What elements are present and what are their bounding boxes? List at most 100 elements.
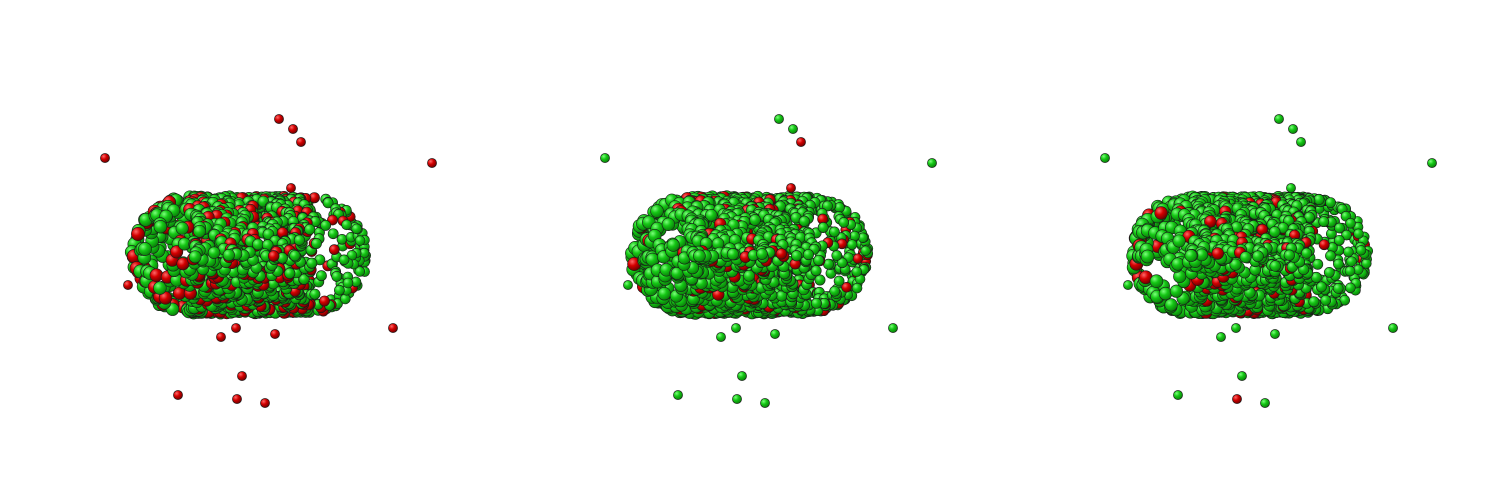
outlier-red-particle [1232, 394, 1242, 404]
green-particle [798, 215, 810, 227]
green-particle [175, 221, 189, 235]
panel-right [1000, 0, 1500, 500]
red-particle [852, 253, 864, 264]
outlier-red-particle [237, 371, 247, 381]
green-particle [334, 284, 345, 296]
green-particle [1140, 249, 1155, 264]
green-particle [705, 209, 718, 222]
outlier-red-particle [427, 158, 437, 168]
outlier-green-particle [731, 323, 741, 333]
outlier-green-particle [1237, 371, 1247, 381]
green-particle [304, 223, 316, 235]
green-particle [341, 219, 352, 231]
red-particle [170, 245, 184, 259]
red-particle [1318, 239, 1330, 251]
outlier-green-particle [600, 153, 610, 163]
green-particle [322, 197, 334, 209]
green-particle [293, 234, 305, 246]
green-particle [851, 266, 862, 277]
outlier-green-particle [888, 323, 898, 333]
outlier-green-particle [1216, 332, 1226, 342]
green-particle [1312, 258, 1324, 270]
outlier-green-particle [1274, 114, 1284, 124]
outlier-red-particle [232, 394, 242, 404]
outlier-green-particle [1100, 153, 1110, 163]
green-particle [342, 277, 354, 289]
red-particle [775, 248, 788, 260]
green-particle [1283, 249, 1295, 261]
green-particle [1171, 257, 1185, 271]
outlier-red-particle [286, 183, 296, 193]
green-particle [1343, 246, 1354, 258]
green-particle [1325, 197, 1336, 208]
green-particle [1158, 286, 1173, 301]
outlier-green-particle [1270, 329, 1280, 339]
green-particle [1355, 245, 1367, 256]
green-particle [1325, 250, 1336, 262]
green-particle [1169, 284, 1183, 298]
green-particle [1345, 282, 1356, 294]
green-particle [1318, 216, 1330, 228]
green-particle [1334, 222, 1345, 234]
green-particle [756, 248, 768, 260]
outlier-green-particle [1288, 124, 1298, 134]
green-particle [810, 297, 822, 309]
outlier-red-particle [231, 323, 241, 333]
green-particle [802, 249, 814, 261]
red-particle [841, 282, 852, 293]
green-particle [320, 219, 332, 231]
outlier-green-particle [623, 280, 633, 290]
green-particle [306, 257, 318, 269]
green-particle [188, 250, 202, 264]
outlier-red-particle [296, 137, 306, 147]
green-particle [838, 217, 850, 228]
outlier-green-particle [760, 398, 770, 408]
red-particle [267, 250, 280, 262]
green-particle [1149, 274, 1164, 288]
green-particle [831, 250, 843, 261]
green-particle [1353, 228, 1364, 239]
outlier-green-particle [732, 394, 742, 404]
green-particle [650, 204, 664, 218]
green-particle [1229, 258, 1242, 271]
green-particle [310, 238, 322, 249]
green-particle [743, 269, 756, 282]
panel-middle [500, 0, 1000, 500]
green-particle [1184, 249, 1198, 263]
green-particle [836, 257, 848, 269]
outlier-red-particle [288, 124, 298, 134]
outlier-green-particle [1173, 390, 1183, 400]
outlier-red-particle [786, 183, 796, 193]
green-particle [833, 275, 845, 287]
outlier-green-particle [716, 332, 726, 342]
green-particle [327, 228, 339, 240]
outlier-red-particle [270, 329, 280, 339]
green-particle [814, 274, 826, 286]
green-particle [1308, 296, 1320, 308]
outlier-green-particle [770, 329, 780, 339]
outlier-red-particle [388, 323, 398, 333]
outlier-green-particle [1231, 323, 1241, 333]
green-particle [289, 250, 301, 262]
green-particle [1332, 283, 1344, 294]
red-particle [319, 295, 330, 307]
green-particle [153, 219, 168, 234]
green-particle [338, 254, 350, 266]
green-particle [1239, 251, 1252, 264]
outlier-green-particle [788, 124, 798, 134]
outlier-red-particle [796, 137, 806, 147]
outlier-green-particle [673, 390, 683, 400]
green-particle [1269, 260, 1281, 272]
green-particle [1345, 218, 1356, 229]
green-particle [207, 246, 221, 259]
green-particle [309, 288, 321, 300]
green-particle [790, 250, 803, 262]
green-particle [851, 282, 863, 294]
outlier-red-particle [123, 280, 133, 290]
green-particle [1333, 234, 1345, 246]
green-particle [666, 238, 680, 252]
green-particle [298, 273, 310, 285]
outlier-green-particle [927, 158, 937, 168]
outlier-green-particle [774, 114, 784, 124]
